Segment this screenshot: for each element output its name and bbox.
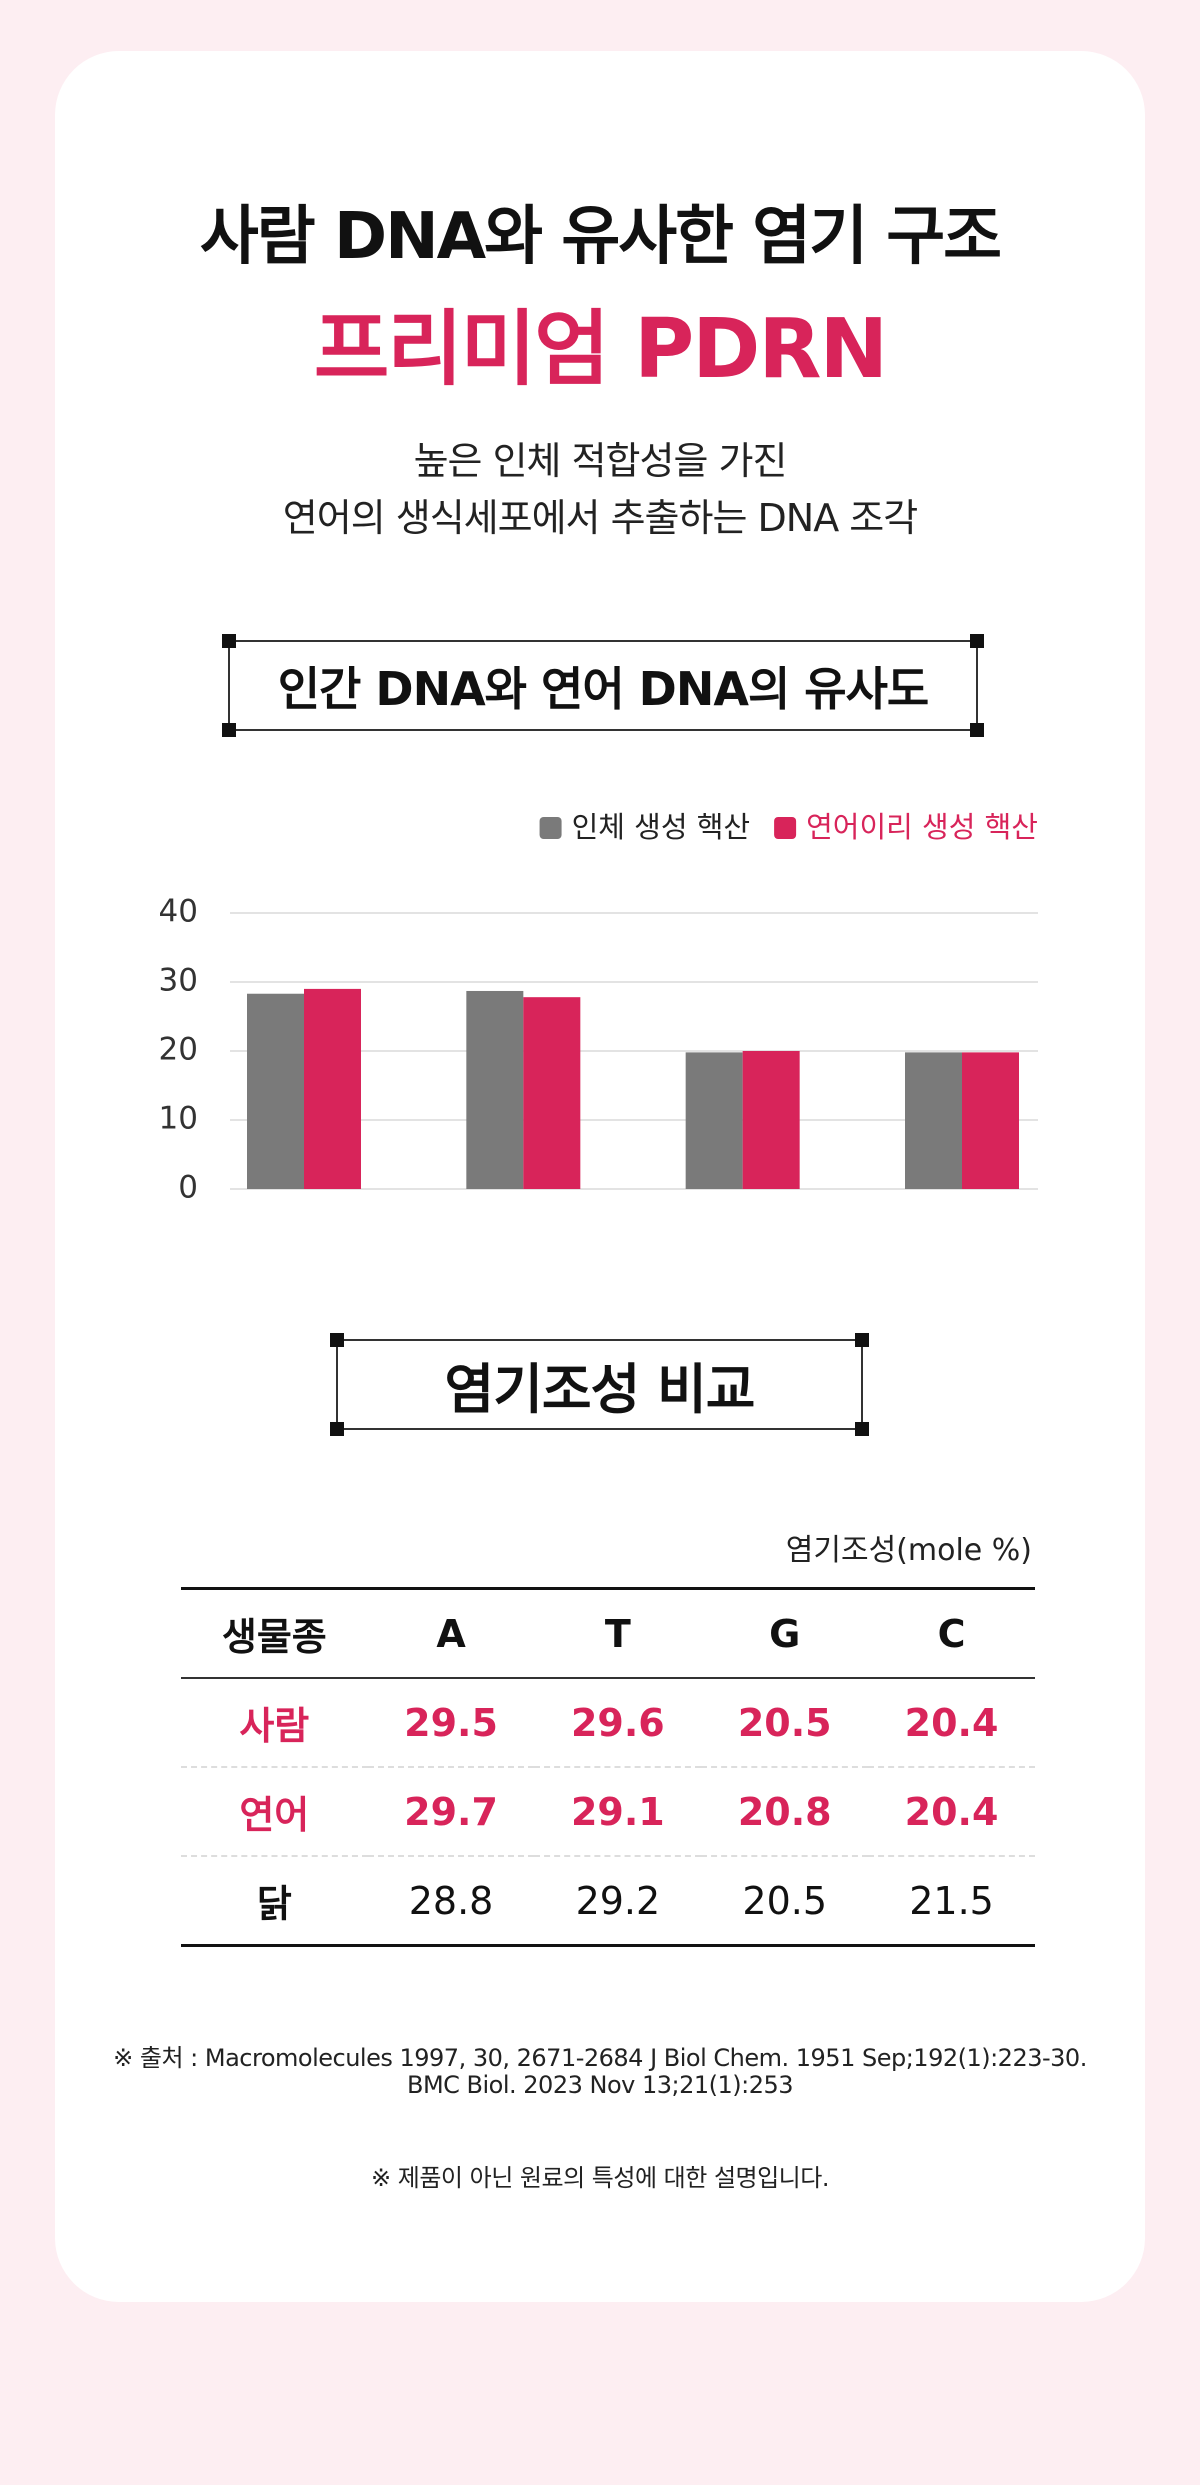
title: 사람 DNA와 유사한 염기 구조 [199, 200, 1002, 274]
table-row: 사람 29.5 29.6 20.5 20.4 [181, 1678, 1035, 1767]
legend-swatch [539, 817, 562, 839]
footnote: ※ 제품이 아닌 원료의 특성에 대한 설명입니다. [371, 2164, 829, 2192]
bar [523, 997, 581, 1189]
highlight-title: 프리미엄 PDRN [313, 302, 888, 397]
table-cell: 20.4 [904, 1700, 999, 1745]
bar [466, 990, 524, 1189]
table-cell: 연어 [181, 1766, 368, 1856]
table-cell: 20.8 [701, 1766, 869, 1856]
table-cell: 20.4 [868, 1766, 1035, 1856]
table-cell: 28.8 [367, 1855, 535, 1946]
table-cell: 29.6 [570, 1700, 665, 1745]
table-cell: 29.2 [534, 1855, 702, 1946]
table-title-box: 염기조성 비교 [330, 1333, 869, 1436]
table-unit: 염기조성(mole %) [785, 1533, 1032, 1568]
header-cell: 생물종 [181, 1588, 368, 1679]
chart-title-box: 인간 DNA와 연어 DNA의 유사도 [222, 634, 984, 737]
table-cell: 21.5 [868, 1855, 1035, 1946]
table-row: 닭 28.8 29.2 20.5 21.5 [181, 1855, 1035, 1946]
bar [742, 1051, 800, 1189]
header-cell: G [701, 1588, 869, 1679]
subtitle: 높은 인체 적합성을 가진 [413, 439, 788, 483]
table-cell: 29.5 [404, 1700, 498, 1745]
y-tick-label: 10 [159, 1101, 198, 1137]
table-header: 생물종 A T G C [181, 1588, 1035, 1679]
table-cell: 20.5 [737, 1700, 832, 1745]
chart-title: 인간 DNA와 연어 DNA의 유사도 [277, 661, 930, 716]
bar [247, 993, 304, 1189]
footnote: BMC Biol. 2023 Nov 13;21(1):253 [406, 2071, 794, 2099]
footnote: ※ 출처 : Macromolecules 1997, 30, 2671-268… [113, 2044, 1087, 2072]
y-tick-label: 30 [159, 963, 198, 999]
subtitle: 연어의 생식세포에서 추출하는 DNA 조각 [282, 496, 918, 540]
table-cell: 29.7 [367, 1766, 535, 1856]
chart: 0 10 20 30 40 연어이리 생성 핵산 인체 생성 핵산 [159, 810, 1038, 1206]
y-tick-label: 20 [159, 1032, 198, 1068]
table-cell: 닭 [181, 1855, 368, 1946]
table: 생물종 A T G C 사람 29.5 29.6 20.5 20.4 연어 29.7 29.1 20.8 2… [181, 1587, 1035, 1947]
table-cell: 사람 [239, 1704, 310, 1748]
table-title: 염기조성 비교 [444, 1358, 756, 1421]
table-cell: 20.5 [701, 1855, 869, 1946]
header-cell: C [868, 1588, 1035, 1679]
bar [304, 988, 361, 1189]
bar [905, 1052, 962, 1189]
legend-swatch [774, 817, 797, 839]
header-cell: T [534, 1588, 702, 1679]
legend-label: 연어이리 생성 핵산 [806, 810, 1038, 844]
y-tick-label: 40 [159, 894, 198, 930]
table-cell: 29.1 [534, 1766, 702, 1856]
table-row: 연어 29.7 29.1 20.8 20.4 [181, 1766, 1035, 1856]
header-cell: A [367, 1588, 535, 1679]
bar [685, 1052, 743, 1189]
bar [962, 1052, 1019, 1189]
legend-label: 인체 생성 핵산 [572, 810, 751, 844]
y-tick-label: 0 [178, 1170, 198, 1206]
